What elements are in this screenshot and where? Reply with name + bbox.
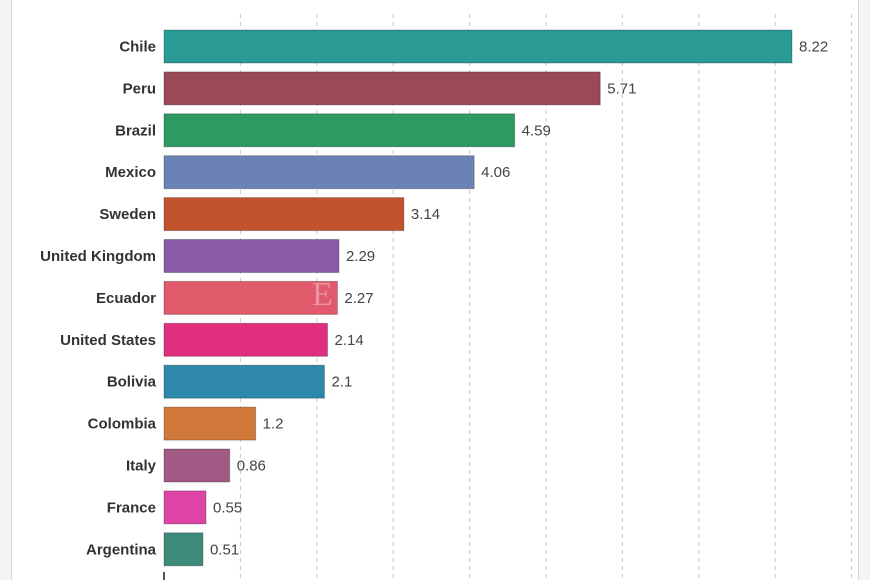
bar-colombia [163, 406, 257, 441]
value-label: 2.29 [346, 248, 375, 265]
value-label: 0.55 [213, 499, 242, 516]
bar-bolivia [163, 364, 325, 399]
value-label: 2.1 [331, 374, 352, 391]
value-labels: 8.22 5.71 4.59 4.06 3.14 2.29 2.27 2.14 2.1 1.2 0.… [210, 39, 828, 559]
value-label: 0.51 [210, 541, 239, 558]
bar-sweden [163, 197, 405, 232]
category-label: Italy [126, 458, 157, 475]
bars [163, 29, 793, 567]
category-label: United States [60, 332, 156, 349]
category-label: United Kingdom [40, 248, 156, 265]
value-label: 2.14 [334, 332, 363, 349]
bar-united-states [163, 322, 328, 357]
category-label: Colombia [88, 416, 157, 433]
bar-peru [163, 71, 601, 106]
bar-argentina [163, 532, 204, 567]
category-label: Chile [119, 39, 156, 56]
bar-france [163, 490, 207, 525]
value-label: 2.27 [344, 290, 373, 307]
category-label: Ecuador [96, 290, 156, 307]
category-labels: Chile Peru Brazil Mexico Sweden United Kingdo… [40, 39, 156, 559]
bar-brazil [163, 113, 516, 148]
value-label: 1.2 [263, 416, 284, 433]
bar-chile [163, 29, 793, 64]
category-label: Peru [123, 80, 156, 97]
value-label: 5.71 [607, 80, 636, 97]
value-label: 3.14 [411, 206, 440, 223]
category-label: Mexico [105, 164, 156, 181]
value-label: 0.86 [237, 458, 266, 475]
bar-united-kingdom [163, 239, 340, 273]
category-label: Brazil [115, 122, 156, 139]
bar-mexico [163, 155, 475, 190]
value-label: 4.59 [522, 122, 551, 139]
bar-italy [163, 448, 231, 483]
value-label: 4.06 [481, 164, 510, 181]
category-label: Bolivia [107, 374, 157, 391]
watermark-logo: E [312, 276, 333, 313]
value-label: 8.22 [799, 39, 828, 56]
category-label: France [107, 499, 156, 516]
category-label: Sweden [99, 206, 156, 223]
category-label: Argentina [86, 541, 157, 558]
bar-ecuador [163, 280, 338, 315]
